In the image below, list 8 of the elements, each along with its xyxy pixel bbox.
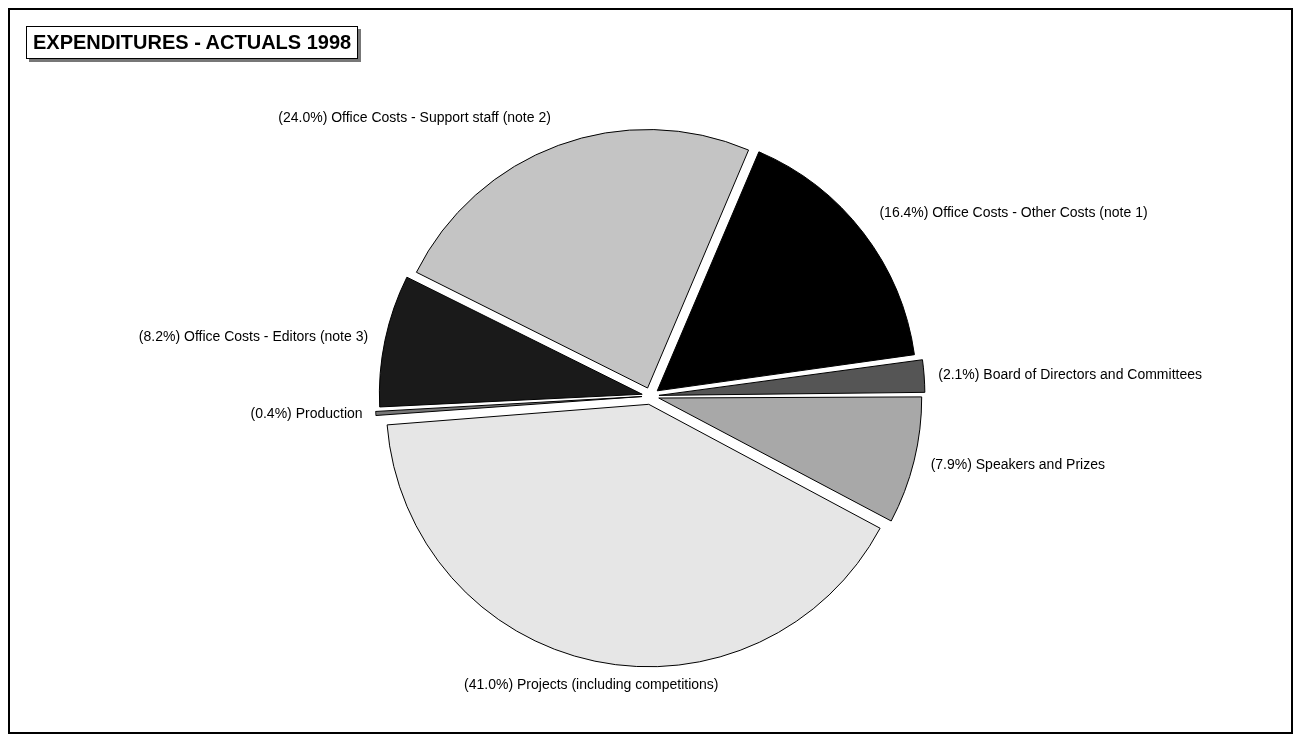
slice-label: (2.1%) Board of Directors and Committees (938, 365, 1202, 382)
slice-label: (41.0%) Projects (including competitions) (464, 676, 719, 693)
chart-title: EXPENDITURES - ACTUALS 1998 (26, 26, 359, 59)
slice-label: (8.2%) Office Costs - Editors (note 3) (138, 327, 369, 344)
slice-label: (0.4%) Production (250, 405, 363, 422)
slice-label: (24.0%) Office Costs - Support staff (note 2) (278, 109, 551, 126)
slice-label: (7.9%) Speakers and Prizes (930, 455, 1105, 472)
slice-label: (16.4%) Office Costs - Other Costs (note 1) (879, 204, 1148, 221)
